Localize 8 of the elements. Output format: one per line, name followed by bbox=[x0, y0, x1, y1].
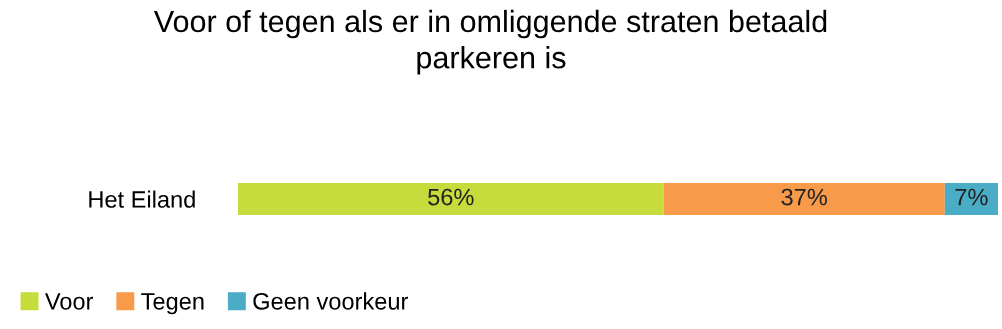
chart-title: Voor of tegen als er in omliggende straten betaald parkeren is bbox=[153, 9, 827, 75]
legend-label: Tegen bbox=[141, 293, 204, 315]
legend-label: Geen voorkeur bbox=[253, 292, 408, 310]
data-label: 37% bbox=[781, 188, 827, 206]
y-tick-label: Het Eiland bbox=[89, 190, 195, 208]
data-label: 56% bbox=[428, 188, 474, 206]
legend-label: Voor bbox=[44, 293, 94, 310]
data-label: 7% bbox=[955, 188, 988, 206]
